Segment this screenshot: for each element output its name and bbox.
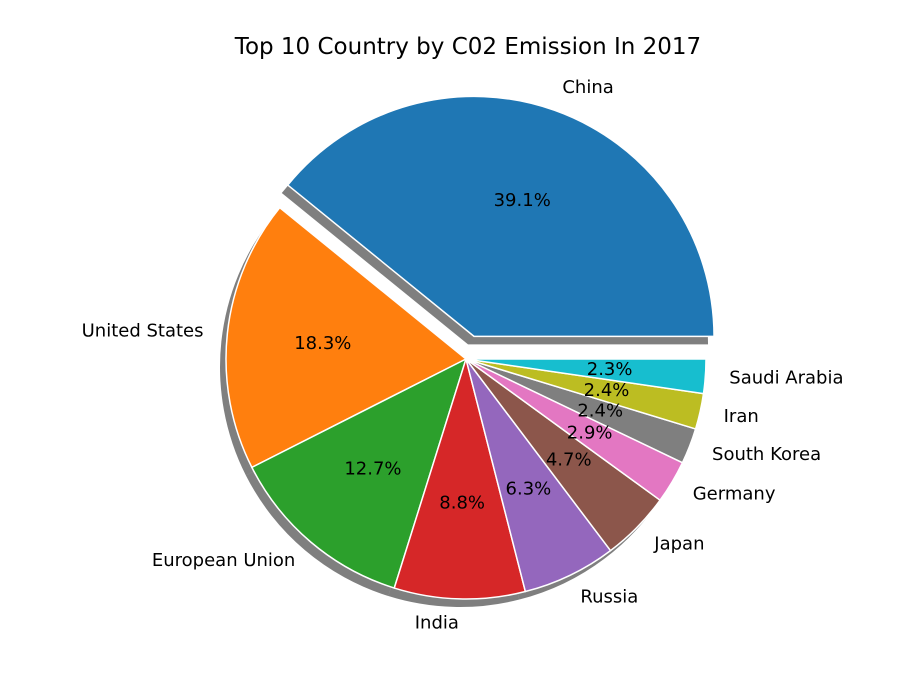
label-iran: Iran [724,406,759,427]
slice-united-states [225,206,467,469]
label-japan: Japan [653,534,704,555]
pct-label-iran: 2.4% [584,380,630,401]
slice-india [393,358,527,600]
label-united-states: United States [82,320,204,341]
label-saudi-arabia: Saudi Arabia [729,368,843,389]
slice-european-union [251,358,467,589]
category-labels: China United States European Union India Rus… [82,77,844,633]
label-china: China [562,77,613,98]
pct-label-united-states: 18.3% [294,333,351,354]
pct-label-china: 39.1% [494,190,551,211]
label-south-korea: South Korea [712,444,821,465]
label-india: India [415,612,459,633]
pct-label-russia: 6.3% [506,478,552,499]
slice-saudi-arabia [465,358,707,395]
pct-label-india: 8.8% [439,492,485,513]
slice-layer [225,95,715,600]
label-european-union: European Union [152,550,295,571]
pct-label-saudi-arabia: 2.3% [587,359,633,380]
percent-labels: 39.1%18.3%12.7%8.8%6.3%4.7%2.9%2.4%2.4%2… [294,190,632,513]
pct-label-south-korea: 2.4% [577,401,623,422]
label-russia: Russia [580,586,638,607]
pct-label-germany: 2.9% [567,422,613,443]
label-germany: Germany [693,484,776,505]
chart-title: Top 10 Country by C02 Emission In 2017 [234,34,701,60]
pct-label-european-union: 12.7% [344,458,401,479]
slice-china [287,95,715,338]
pct-label-japan: 4.7% [546,449,592,470]
